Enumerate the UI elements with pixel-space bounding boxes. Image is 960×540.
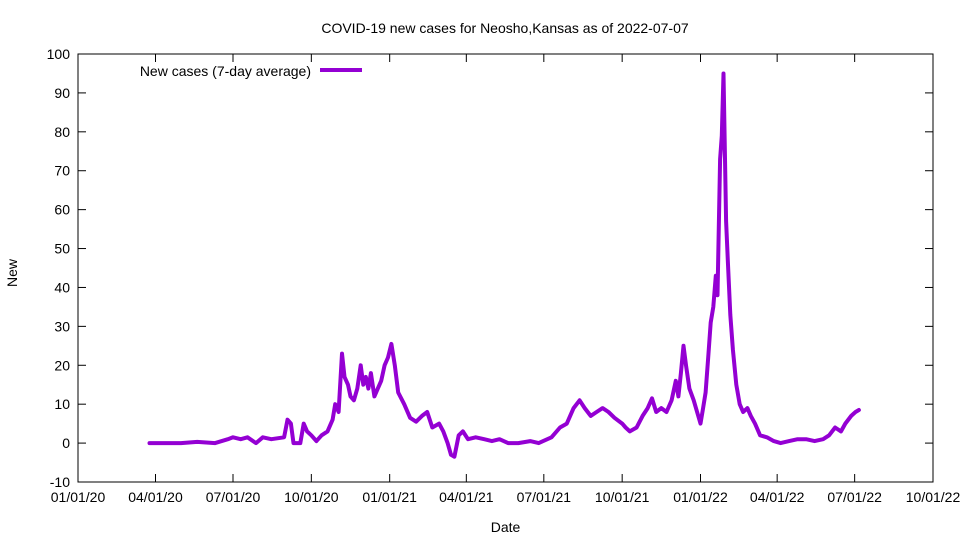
y-tick-label: 30 xyxy=(54,318,70,334)
x-tick-label: 07/01/21 xyxy=(517,489,572,505)
series-line xyxy=(147,71,861,459)
y-tick-label: 80 xyxy=(54,124,70,140)
y-axis-ticks: -10 0 10 20 30 40 50 60 70 80 90 100 xyxy=(47,46,933,490)
y-tick-label: 10 xyxy=(54,396,70,412)
y-tick-label: -10 xyxy=(50,474,70,490)
legend: New cases (7-day average) xyxy=(140,63,362,79)
x-tick-label: 10/01/20 xyxy=(284,489,339,505)
y-tick-label: 40 xyxy=(54,279,70,295)
x-tick-label: 01/01/21 xyxy=(362,489,417,505)
y-axis-label: New xyxy=(4,258,20,287)
y-tick-label: 0 xyxy=(62,435,70,451)
x-tick-label: 04/01/21 xyxy=(439,489,494,505)
x-axis-ticks: 01/01/20 04/01/20 07/01/20 10/01/20 01/01/21… xyxy=(51,54,960,505)
y-tick-label: 90 xyxy=(54,85,70,101)
y-tick-label: 20 xyxy=(54,357,70,373)
x-tick-label: 10/01/22 xyxy=(906,489,960,505)
y-tick-label: 100 xyxy=(47,46,71,62)
y-tick-label: 70 xyxy=(54,163,70,179)
y-tick-label: 60 xyxy=(54,202,70,218)
x-tick-label: 04/01/20 xyxy=(128,489,183,505)
x-tick-label: 07/01/20 xyxy=(206,489,261,505)
plot-frame xyxy=(77,53,934,483)
legend-label: New cases (7-day average) xyxy=(140,63,311,79)
y-tick-label: 50 xyxy=(54,241,70,257)
x-axis-label: Date xyxy=(491,519,521,535)
x-tick-label: 07/01/22 xyxy=(827,489,882,505)
x-tick-label: 01/01/20 xyxy=(51,489,106,505)
chart-title: COVID-19 new cases for Neosho,Kansas as … xyxy=(321,20,689,36)
x-tick-label: 10/01/21 xyxy=(595,489,650,505)
x-tick-label: 04/01/22 xyxy=(750,489,805,505)
x-tick-label: 01/01/22 xyxy=(673,489,728,505)
